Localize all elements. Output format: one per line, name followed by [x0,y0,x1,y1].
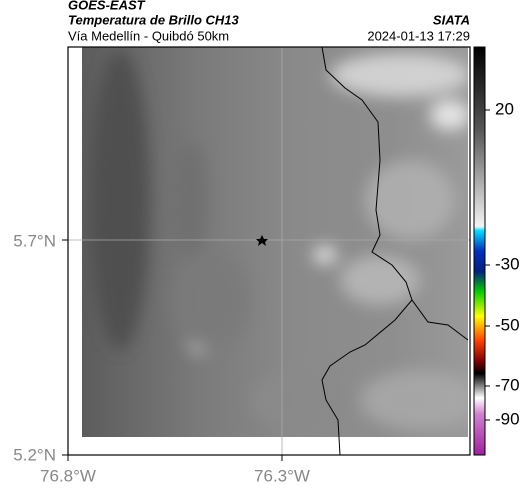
colorbar [473,46,486,456]
colorbar-tick-label: -30 [495,254,520,273]
timestamp: 2024-01-13 17:29 [367,28,470,43]
title: Temperatura de Brillo CH13 [68,12,240,27]
x-tick-label: 76.3°W [254,466,310,485]
location-marker [256,235,268,246]
map-frame [67,46,471,456]
satellite-label: GOES-EAST [68,0,146,12]
y-tick-label: 5.2°N [13,445,56,464]
satellite-raster [82,47,468,437]
source: SIATA [433,12,470,27]
boundary [321,299,413,456]
y-tick-label: 5.7°N [13,231,56,250]
colorbar-tick-label: 20 [495,99,514,118]
x-tick-label: 76.8°W [40,466,96,485]
boundary [321,46,469,341]
colorbar-ticks: 20 -30 -50 -70 -90 [485,99,520,428]
subtitle: Vía Medellín - Quibdó 50km [68,28,229,43]
colorbar-tick-label: -50 [495,315,520,334]
colorbar-tick-label: -90 [495,409,520,428]
colorbar-tick-label: -70 [495,375,520,394]
